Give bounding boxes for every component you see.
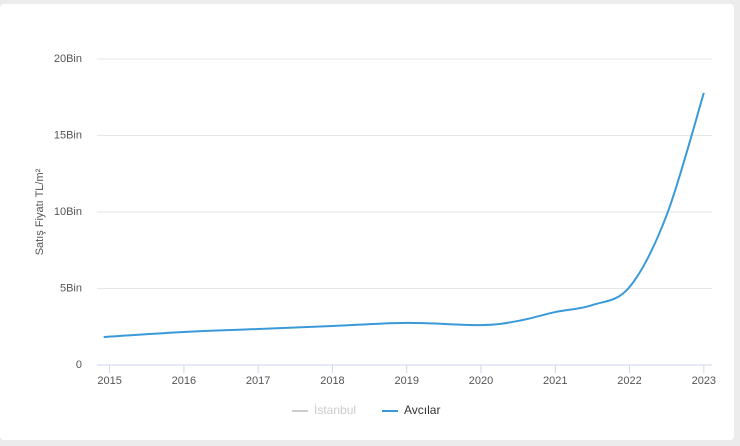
- y-tick-label: 0: [76, 359, 82, 371]
- x-tick-label: 2019: [394, 375, 418, 387]
- y-tick-label: 15Bin: [54, 129, 82, 141]
- x-tick-label: 2020: [469, 375, 493, 387]
- x-tick-label: 2018: [320, 375, 344, 387]
- legend-label[interactable]: Avcılar: [404, 403, 440, 417]
- x-tick-label: 2023: [692, 375, 716, 387]
- y-axis-label: Satış Fiyatı TL/m²: [34, 168, 46, 255]
- chart-card: [0, 4, 734, 440]
- x-tick-label: 2017: [246, 375, 270, 387]
- y-tick-label: 20Bin: [54, 53, 82, 65]
- x-tick-label: 2021: [543, 375, 567, 387]
- x-tick-label: 2016: [172, 375, 196, 387]
- x-tick-label: 2022: [617, 375, 641, 387]
- x-tick-label: 2015: [97, 375, 121, 387]
- y-tick-label: 5Bin: [60, 282, 82, 294]
- legend-label[interactable]: İstanbul: [314, 403, 356, 417]
- series-line: [103, 92, 705, 338]
- y-tick-label: 10Bin: [54, 206, 82, 218]
